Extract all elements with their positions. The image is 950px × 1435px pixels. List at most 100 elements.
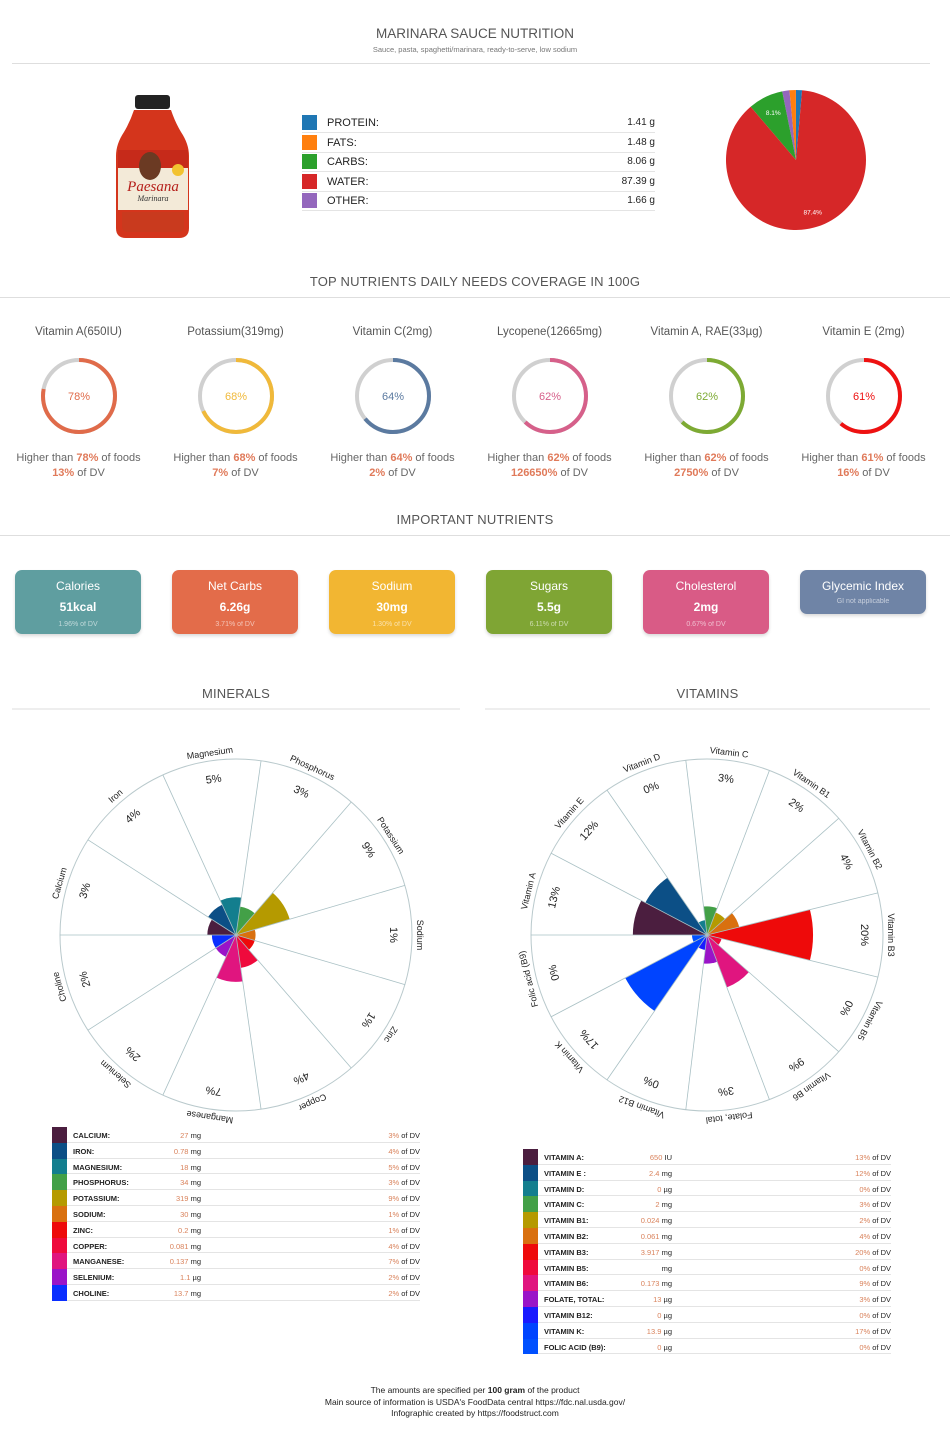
nutrient-dv: 7% of DV bbox=[388, 1257, 420, 1266]
nutrient-name: FOLATE, TOTAL: bbox=[544, 1295, 605, 1305]
footer-text: The amounts are specified per bbox=[370, 1385, 488, 1395]
sector-labels: Magnesium 5% bbox=[186, 745, 233, 787]
sector-divider bbox=[235, 885, 405, 936]
coverage-percentile-text: Higher than 68% of foods bbox=[157, 452, 314, 464]
ring-percent: 78% bbox=[67, 391, 89, 403]
color-swatch bbox=[52, 1206, 67, 1222]
percentile-value: 62% bbox=[547, 452, 570, 464]
dv-suffix: of DV bbox=[870, 1232, 891, 1241]
macro-name: WATER: bbox=[327, 175, 369, 188]
nutrient-amount: 0 µg bbox=[657, 1343, 672, 1352]
nutrient-name: VITAMIN A: bbox=[544, 1153, 584, 1162]
nutrient-name: FOLIC ACID (B9): bbox=[544, 1342, 606, 1352]
nutrient-amount: 27 mg bbox=[180, 1131, 201, 1140]
category-label: Vitamin B5 bbox=[855, 999, 884, 1042]
amount-unit: mg bbox=[190, 1146, 201, 1156]
color-swatch bbox=[52, 1285, 67, 1301]
coverage-dv-text: 16% of DV bbox=[785, 467, 942, 479]
nutrient-dv: 0% of DV bbox=[859, 1311, 891, 1320]
amount-unit: mg bbox=[190, 1289, 201, 1298]
dv-value: 1% bbox=[388, 1225, 400, 1235]
polar-wedge-selenium bbox=[215, 935, 236, 957]
macro-value: 1.48 g bbox=[627, 136, 655, 148]
amount-unit: mg bbox=[190, 1194, 201, 1204]
ring-progress bbox=[197, 358, 274, 434]
table-row: VITAMIN C: 2 mg 3% of DV bbox=[523, 1196, 891, 1213]
sector-labels: Vitamin B24% bbox=[837, 828, 884, 872]
amount-value: 34 bbox=[180, 1178, 189, 1188]
nutrient-dv: 2% of DV bbox=[388, 1273, 420, 1282]
ring-progress bbox=[511, 358, 588, 434]
pie-slice-protein bbox=[795, 90, 803, 160]
dv-suffix: of DV bbox=[399, 1131, 420, 1140]
sector-labels: Vitamin B3 20% bbox=[858, 913, 896, 956]
card-dv: 1.96% of DV bbox=[58, 621, 98, 628]
sector-divider bbox=[606, 789, 708, 936]
sector-labels: Copper 4% bbox=[291, 1069, 328, 1113]
percentile-value: 62% bbox=[704, 452, 727, 464]
percent-label: 3% bbox=[291, 783, 311, 801]
polar-wedge-calcium bbox=[207, 919, 236, 935]
dv-value: 0% bbox=[859, 1311, 871, 1320]
percent-label: 0% bbox=[837, 998, 855, 1018]
nutrient-name: POTASSIUM: bbox=[73, 1194, 120, 1204]
svg-text:Paesana: Paesana bbox=[126, 179, 179, 195]
macro-value: 87.39 g bbox=[621, 175, 655, 187]
ring-progress bbox=[354, 358, 431, 434]
nutrient-name: MANGANESE: bbox=[73, 1257, 125, 1267]
percent-label: 4% bbox=[291, 1069, 311, 1087]
amount-unit: µg bbox=[663, 1311, 673, 1320]
nutrient-amount: 0.024 mg bbox=[641, 1216, 672, 1225]
sector-divider bbox=[550, 852, 708, 936]
important-title: IMPORTANT NUTRIENTS bbox=[396, 512, 554, 527]
ring-progress bbox=[40, 358, 117, 434]
amount-value: 0.081 bbox=[169, 1241, 189, 1251]
nutrient-amount: 650 IU bbox=[650, 1153, 672, 1162]
vitamins-polar-chart: Vitamin A 13% Vitamin E12% Vitamin D0% Vitam… bbox=[517, 745, 896, 1125]
category-label: Vitamin B3 bbox=[886, 913, 896, 956]
polar-wedge-vitamin-b2 bbox=[707, 912, 740, 935]
table-row: POTASSIUM: 319 mg 9% of DV bbox=[52, 1190, 420, 1206]
dv-value: 9% bbox=[859, 1279, 871, 1289]
text: Higher than bbox=[644, 452, 705, 464]
divider bbox=[0, 297, 950, 298]
nutrient-card-sugars: Sugars 5.5g 6.11% of DV bbox=[486, 570, 612, 634]
macro-row-carbs: CARBS: 8.06 g bbox=[302, 153, 655, 172]
coverage-ring: 62% bbox=[511, 358, 588, 434]
footer-line-3: Infographic created by https://foodstruc… bbox=[391, 1408, 559, 1418]
card-name: Glycemic Index bbox=[821, 579, 905, 593]
amount-value: 0.78 bbox=[173, 1146, 189, 1156]
polar-wedge-phosphorus bbox=[236, 906, 255, 935]
amount-value: 2 bbox=[655, 1200, 660, 1210]
macro-value: 8.06 g bbox=[627, 156, 655, 167]
dv-value: 3% bbox=[388, 1178, 400, 1188]
category-label: Phosphorus bbox=[289, 753, 337, 782]
polar-wedge-vitamin-b6 bbox=[707, 935, 749, 988]
color-swatch bbox=[52, 1127, 67, 1143]
card-name: Net Carbs bbox=[207, 579, 263, 593]
footer-text: of the product bbox=[525, 1385, 580, 1395]
card-value: 51kcal bbox=[59, 600, 97, 614]
amount-unit: mg bbox=[190, 1241, 201, 1251]
sector-divider bbox=[706, 934, 770, 1100]
nutrient-card-cholesterol: Cholesterol 2mg 0.67% of DV bbox=[643, 570, 769, 634]
ring-progress bbox=[668, 358, 745, 434]
amount-value: 650 bbox=[649, 1153, 663, 1162]
percentile-value: 64% bbox=[390, 452, 413, 464]
sector-labels: Vitamin K17% bbox=[553, 1027, 601, 1075]
fats-swatch bbox=[302, 134, 317, 150]
sector-divider bbox=[706, 934, 878, 978]
coverage-ring: 61% bbox=[825, 358, 902, 434]
nutrient-amount: 2.4 mg bbox=[649, 1169, 672, 1178]
dv-value: 3% bbox=[388, 1131, 400, 1140]
coverage-dv-text: 7% of DV bbox=[157, 467, 314, 479]
table-row: COPPER: 0.081 mg 4% of DV bbox=[52, 1237, 420, 1254]
amount-value: 2.4 bbox=[649, 1168, 660, 1178]
nutrient-name: SODIUM: bbox=[73, 1210, 106, 1219]
nutrient-name: SELENIUM: bbox=[73, 1273, 115, 1283]
coverage-dv-text: 2% of DV bbox=[314, 467, 471, 479]
coverage-nutrient-name: Vitamin C(2mg) bbox=[352, 326, 433, 338]
polar-wedge-manganese bbox=[216, 935, 243, 982]
